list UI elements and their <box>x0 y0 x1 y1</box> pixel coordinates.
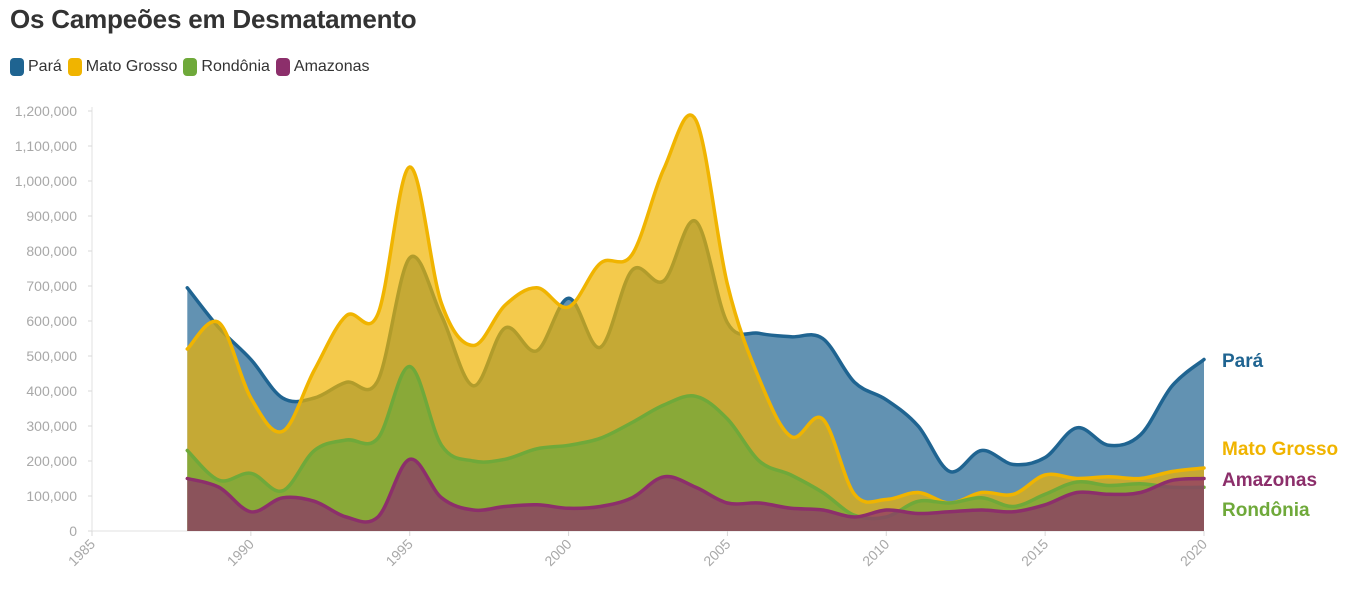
x-tick-label: 2005 <box>700 536 733 569</box>
y-tick-label: 900,000 <box>26 208 77 224</box>
line-amazonas <box>185 457 1206 524</box>
legend-item-mato-grosso[interactable]: Mato Grosso <box>67 58 178 76</box>
chart-title: Os Campeões em Desmatamento <box>10 4 417 34</box>
x-tick-label: 2000 <box>541 536 574 569</box>
y-tick-label: 200,000 <box>26 453 77 469</box>
end-label-para: Pará <box>1222 351 1264 372</box>
x-tick-label: 1985 <box>65 536 98 569</box>
legend-swatch-rondonia <box>183 58 198 76</box>
y-tick-label: 400,000 <box>26 383 77 399</box>
legend-label-para: Pará <box>28 58 62 75</box>
x-tick-label: 1995 <box>382 536 415 569</box>
area-mato-grosso <box>187 114 1205 532</box>
legend-swatch-para <box>10 58 24 76</box>
y-tick-label: 100,000 <box>26 488 77 504</box>
y-tick-label: 600,000 <box>26 313 77 329</box>
y-tick-label: 500,000 <box>26 348 77 364</box>
end-label-mato-grosso: Mato Grosso <box>1222 439 1338 460</box>
end-label-amazonas: Amazonas <box>1222 470 1317 491</box>
legend-item-amazonas[interactable]: Amazonas <box>275 58 370 76</box>
legend-swatch-amazonas <box>275 58 290 76</box>
legend-item-para[interactable]: Pará <box>10 58 62 76</box>
legend-item-rondonia[interactable]: Rondônia <box>183 58 270 76</box>
y-tick-label: 700,000 <box>26 278 77 294</box>
y-tick-label: 0 <box>69 523 77 539</box>
x-tick-label: 2015 <box>1018 536 1051 569</box>
legend-label-amazonas: Amazonas <box>293 58 370 75</box>
legend: Pará Mato Grosso Rondônia Amazonas <box>10 58 375 76</box>
legend-label-mato-grosso: Mato Grosso <box>85 58 178 75</box>
y-tick-label: 1,200,000 <box>15 103 77 119</box>
x-tick-label: 2010 <box>859 536 892 569</box>
y-tick-label: 800,000 <box>26 243 77 259</box>
legend-swatch-mato-grosso <box>67 58 82 76</box>
x-tick-label: 2020 <box>1177 536 1210 569</box>
y-tick-label: 1,100,000 <box>15 138 77 154</box>
area-rondonia <box>187 366 1205 531</box>
y-tick-label: 300,000 <box>26 418 77 434</box>
line-rondonia <box>185 364 1206 521</box>
line-mato-grosso <box>185 113 1206 505</box>
x-tick-label: 1990 <box>224 536 257 569</box>
y-tick-label: 1,000,000 <box>15 173 77 189</box>
legend-label-rondonia: Rondônia <box>201 58 270 75</box>
end-label-rondonia: Rondônia <box>1222 500 1310 521</box>
